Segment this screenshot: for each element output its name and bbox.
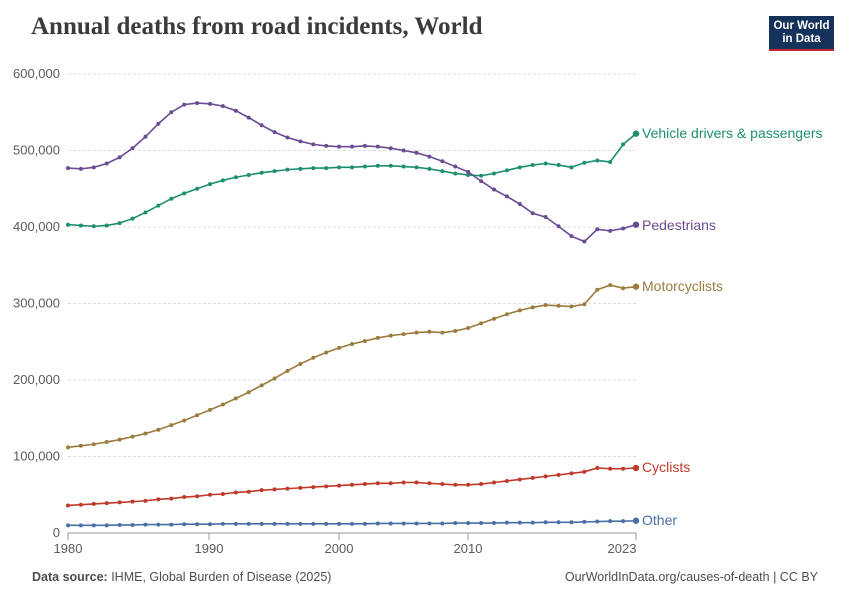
svg-text:1990: 1990 — [195, 541, 224, 556]
svg-text:400,000: 400,000 — [13, 219, 60, 234]
svg-text:Other: Other — [642, 512, 677, 528]
svg-text:100,000: 100,000 — [13, 449, 60, 464]
svg-text:300,000: 300,000 — [13, 296, 60, 311]
svg-text:2010: 2010 — [454, 541, 483, 556]
svg-text:Motorcyclists: Motorcyclists — [642, 278, 723, 294]
svg-text:2023: 2023 — [608, 541, 637, 556]
svg-text:200,000: 200,000 — [13, 372, 60, 387]
svg-text:Pedestrians: Pedestrians — [642, 217, 716, 233]
svg-text:2000: 2000 — [325, 541, 354, 556]
svg-text:0: 0 — [53, 525, 60, 540]
svg-text:Vehicle drivers & passengers: Vehicle drivers & passengers — [642, 125, 823, 141]
svg-text:1980: 1980 — [54, 541, 83, 556]
svg-text:Cyclists: Cyclists — [642, 459, 690, 475]
svg-text:600,000: 600,000 — [13, 66, 60, 81]
svg-text:500,000: 500,000 — [13, 143, 60, 158]
